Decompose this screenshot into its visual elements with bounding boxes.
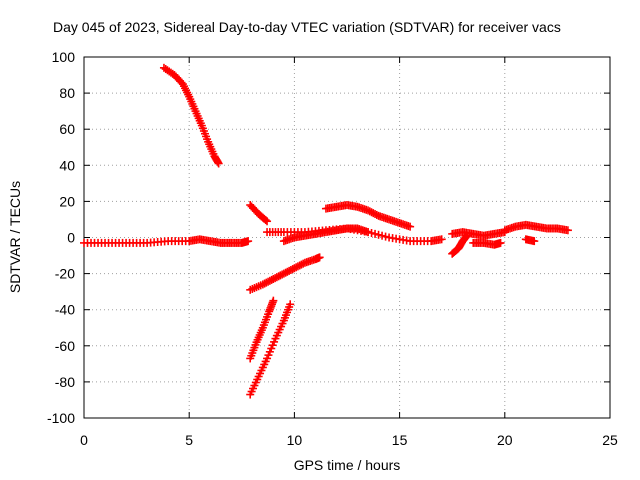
chart-title: Day 045 of 2023, Sidereal Day-to-day VTE… xyxy=(53,19,561,35)
data-point xyxy=(315,253,324,262)
series-arc-deep-drop-b xyxy=(246,300,295,399)
series-arc-deep-drop-a xyxy=(246,296,278,363)
data-point xyxy=(563,226,572,235)
data-point-interp xyxy=(372,210,381,219)
data-point-interp xyxy=(288,265,297,274)
data-point xyxy=(269,296,278,305)
data-point-interp xyxy=(374,230,383,239)
data-point-interp xyxy=(299,259,308,268)
data-point xyxy=(214,159,223,168)
data-point-interp xyxy=(274,272,283,281)
data-point-interp xyxy=(381,232,390,241)
series-arc-late-c xyxy=(500,220,572,235)
data-point-interp xyxy=(262,278,271,287)
data-point-interp xyxy=(272,273,281,282)
data-point-interp xyxy=(285,266,294,275)
x-tick-label: 15 xyxy=(392,432,408,448)
data-point xyxy=(244,237,253,246)
data-layer xyxy=(80,63,572,399)
data-point xyxy=(263,217,272,226)
data-point xyxy=(258,280,267,289)
data-point xyxy=(286,300,295,309)
y-axis-label: SDTVAR / TECUs xyxy=(7,181,23,293)
x-tick-label: 5 xyxy=(185,432,193,448)
x-tick-label: 25 xyxy=(602,432,618,448)
y-tick-label: 100 xyxy=(52,49,76,65)
data-point-interp xyxy=(286,265,295,274)
data-point-interp xyxy=(371,210,380,219)
data-point-interp xyxy=(281,268,290,277)
y-tick-label: -100 xyxy=(47,410,75,426)
y-tick-label: -80 xyxy=(55,374,75,390)
y-tick-label: -20 xyxy=(55,266,75,282)
data-point-interp xyxy=(295,261,304,270)
data-point xyxy=(406,222,415,231)
data-point-interp xyxy=(260,279,269,288)
data-point xyxy=(437,235,446,244)
y-tick-label: -60 xyxy=(55,338,75,354)
data-point-interp xyxy=(283,267,292,276)
series-arc-descending-high xyxy=(159,63,223,168)
data-point xyxy=(279,269,288,278)
series-arc-upper-hump xyxy=(321,201,415,231)
series-arc-late-d xyxy=(521,235,539,246)
x-tick-label: 20 xyxy=(497,432,513,448)
data-point xyxy=(530,237,539,246)
y-tick-label: 60 xyxy=(59,121,75,137)
series-arc-baseline-early xyxy=(80,235,253,247)
x-tick-label: 10 xyxy=(287,432,303,448)
axis-tick-labels: 0 5 10 15 20 25 -100 -80 -60 -40 -20 0 20 40 60 80 100 xyxy=(47,49,618,448)
series-arc-late-a xyxy=(448,228,509,240)
data-point-interp xyxy=(293,262,302,271)
data-point xyxy=(364,228,373,237)
data-point-interp xyxy=(292,263,301,272)
data-point-interp xyxy=(378,231,387,240)
data-point-interp xyxy=(367,208,376,217)
y-tick-label: 40 xyxy=(59,157,75,173)
x-axis-label: GPS time / hours xyxy=(294,457,401,473)
y-tick-label: 0 xyxy=(67,230,75,246)
data-point-interp xyxy=(267,275,276,284)
data-point xyxy=(269,275,278,284)
data-point-interp xyxy=(264,277,273,286)
data-point-interp xyxy=(265,276,274,285)
series-arc-negative-rise xyxy=(246,253,324,294)
data-point xyxy=(496,238,505,247)
data-point-interp xyxy=(371,229,380,238)
y-tick-label: 80 xyxy=(59,85,75,101)
data-point-interp xyxy=(365,207,374,216)
axis-ticks xyxy=(83,56,611,419)
data-point-interp xyxy=(261,216,270,225)
series-arc-morning-mid xyxy=(246,201,272,226)
data-point-interp xyxy=(297,260,306,269)
data-point-interp xyxy=(367,228,376,237)
series-arc-lower-hump xyxy=(279,224,373,246)
series-arc-late-b xyxy=(469,238,505,249)
data-point xyxy=(364,206,373,215)
data-point-interp xyxy=(369,209,378,218)
data-point-interp xyxy=(271,274,280,283)
data-point xyxy=(290,264,299,273)
data-point-interp xyxy=(278,270,287,279)
y-tick-label: -40 xyxy=(55,302,75,318)
y-tick-label: 20 xyxy=(59,193,75,209)
data-point-interp xyxy=(276,271,285,280)
x-tick-label: 0 xyxy=(80,432,88,448)
